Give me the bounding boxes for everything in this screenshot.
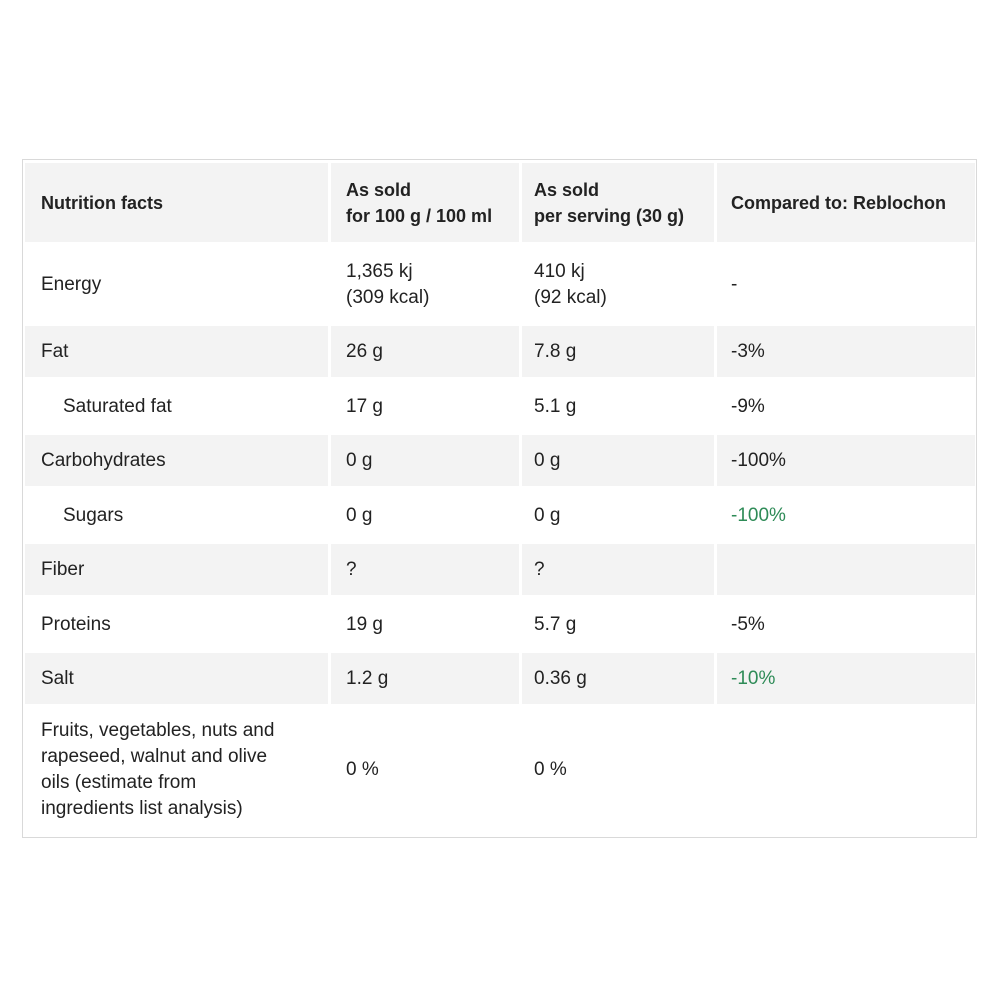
energy-serving-kj: 410 kj — [534, 261, 585, 282]
row-per100: 1.2 g — [331, 653, 519, 704]
sugars-compare: -100% — [731, 504, 786, 526]
row-compare — [717, 544, 975, 595]
row-per100: 19 g — [331, 599, 519, 650]
table-row-fruits-vegetables: Fruits, vegetables, nuts and rapeseed, w… — [25, 708, 975, 832]
row-per100: 0 g — [331, 490, 519, 541]
row-serving: 410 kj (92 kcal) — [522, 245, 714, 325]
row-label: Fiber — [25, 544, 328, 595]
row-serving: 0 g — [522, 490, 714, 541]
table-row-saturated-fat: Saturated fat 17 g 5.1 g -9% — [25, 381, 975, 432]
table-row-proteins: Proteins 19 g 5.7 g -5% — [25, 599, 975, 650]
salt-serving: 0.36 g — [534, 667, 587, 689]
row-compare: -9% — [717, 381, 975, 432]
table-row-carbohydrates: Carbohydrates 0 g 0 g -100% — [25, 435, 975, 486]
sugars-label: Sugars — [63, 504, 124, 526]
row-serving: 0.36 g — [522, 653, 714, 704]
carbohydrates-compare: -100% — [731, 449, 786, 471]
energy-compare: - — [731, 274, 738, 295]
row-serving: 0 g — [522, 435, 714, 486]
row-label: Carbohydrates — [25, 435, 328, 486]
saturated-fat-serving: 5.1 g — [534, 395, 577, 417]
table-row-energy: Energy 1,365 kj (309 kcal) 410 kj (92 kcal… — [25, 245, 975, 325]
row-serving: 5.7 g — [522, 599, 714, 650]
carbohydrates-serving: 0 g — [534, 449, 561, 471]
header-per-100: As sold for 100 g / 100 ml — [331, 163, 519, 242]
sugars-serving: 0 g — [534, 504, 561, 526]
row-label: Saturated fat — [25, 381, 328, 432]
row-label: Fruits, vegetables, nuts and rapeseed, w… — [25, 708, 328, 832]
header-compared-to: Compared to: Reblochon — [717, 163, 975, 242]
saturated-fat-compare: -9% — [731, 395, 765, 417]
salt-per100: 1.2 g — [346, 667, 389, 689]
row-serving: ? — [522, 544, 714, 595]
row-label: Fat — [25, 326, 328, 377]
salt-label: Salt — [41, 667, 74, 689]
row-label: Salt — [25, 653, 328, 704]
carbohydrates-label: Carbohydrates — [41, 449, 166, 471]
fruits-per100: 0 % — [346, 759, 379, 780]
carbohydrates-per100: 0 g — [346, 449, 373, 471]
energy-label: Energy — [41, 274, 102, 295]
fiber-per100: ? — [346, 558, 357, 580]
table-header-row: Nutrition facts As sold for 100 g / 100 m… — [25, 163, 975, 242]
row-serving: 7.8 g — [522, 326, 714, 377]
header-col3-line2: per serving (30 g) — [534, 205, 685, 226]
fruits-label-line1: Fruits, vegetables, nuts and — [41, 720, 275, 741]
row-per100: 26 g — [331, 326, 519, 377]
row-per100: 17 g — [331, 381, 519, 432]
fat-per100: 26 g — [346, 340, 383, 362]
proteins-per100: 19 g — [346, 613, 383, 635]
row-label: Proteins — [25, 599, 328, 650]
proteins-compare: -5% — [731, 613, 765, 635]
proteins-serving: 5.7 g — [534, 613, 577, 635]
header-col2-line2: for 100 g / 100 ml — [346, 205, 493, 226]
row-label: Sugars — [25, 490, 328, 541]
proteins-label: Proteins — [41, 613, 111, 635]
row-compare: -5% — [717, 599, 975, 650]
saturated-fat-per100: 17 g — [346, 395, 383, 417]
table-row-salt: Salt 1.2 g 0.36 g -10% — [25, 653, 975, 704]
header-col4-text: Compared to: Reblochon — [731, 192, 946, 213]
table-row-fiber: Fiber ? ? — [25, 544, 975, 595]
fruits-label-line3: oils (estimate from — [41, 772, 197, 793]
row-serving: 5.1 g — [522, 381, 714, 432]
row-compare: -3% — [717, 326, 975, 377]
row-compare — [717, 708, 975, 832]
row-per100: 1,365 kj (309 kcal) — [331, 245, 519, 325]
salt-compare: -10% — [731, 667, 776, 689]
row-label: Energy — [25, 245, 328, 325]
row-serving: 0 % — [522, 708, 714, 832]
fat-compare: -3% — [731, 340, 765, 362]
energy-per100-kcal: (309 kcal) — [346, 287, 430, 308]
nutrition-table: Nutrition facts As sold for 100 g / 100 m… — [22, 159, 977, 838]
fat-label: Fat — [41, 340, 69, 362]
header-col2-line1: As sold — [346, 179, 412, 200]
fruits-label-line4: ingredients list analysis) — [41, 798, 243, 819]
sugars-per100: 0 g — [346, 504, 373, 526]
fruits-serving: 0 % — [534, 759, 567, 780]
table-row-fat: Fat 26 g 7.8 g -3% — [25, 326, 975, 377]
energy-serving-kcal: (92 kcal) — [534, 287, 607, 308]
fiber-label: Fiber — [41, 558, 85, 580]
energy-per100-kj: 1,365 kj — [346, 261, 413, 282]
row-compare: -100% — [717, 435, 975, 486]
row-per100: 0 % — [331, 708, 519, 832]
row-compare: -100% — [717, 490, 975, 541]
row-compare: - — [717, 245, 975, 325]
table-row-sugars: Sugars 0 g 0 g -100% — [25, 490, 975, 541]
fiber-serving: ? — [534, 558, 545, 580]
row-compare: -10% — [717, 653, 975, 704]
header-nutrition-facts: Nutrition facts — [25, 163, 328, 242]
header-col1-text: Nutrition facts — [41, 192, 164, 213]
header-col3-line1: As sold — [534, 179, 600, 200]
header-per-serving: As sold per serving (30 g) — [522, 163, 714, 242]
fruits-label-line2: rapeseed, walnut and olive — [41, 746, 268, 767]
saturated-fat-label: Saturated fat — [63, 395, 172, 417]
fat-serving: 7.8 g — [534, 340, 577, 362]
row-per100: 0 g — [331, 435, 519, 486]
row-per100: ? — [331, 544, 519, 595]
